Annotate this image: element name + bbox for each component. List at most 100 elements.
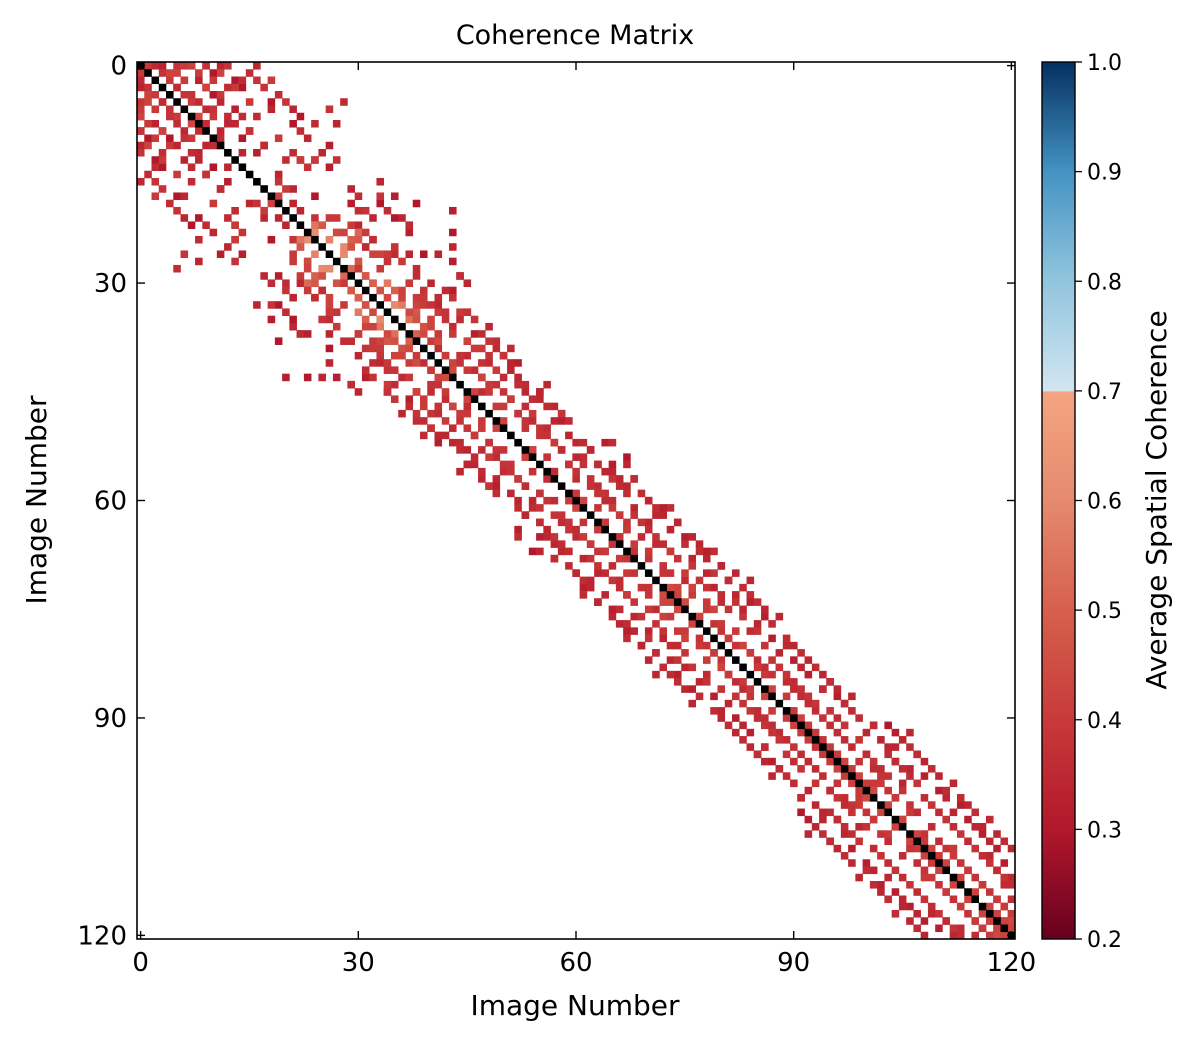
heatmap-cell <box>949 844 958 853</box>
heatmap-cell <box>449 330 457 338</box>
heatmap-cell <box>282 279 290 287</box>
heatmap-cell <box>514 409 522 418</box>
heatmap-cell <box>492 402 501 411</box>
heatmap-cell <box>761 605 769 614</box>
heatmap-cell <box>376 322 385 331</box>
heatmap-cell <box>151 134 160 143</box>
heatmap-cell <box>195 214 203 222</box>
heatmap-cell <box>695 612 704 621</box>
heatmap-cell <box>470 431 479 440</box>
heatmap-cell <box>840 772 849 780</box>
heatmap-cell <box>579 533 588 541</box>
heatmap-cell <box>361 243 370 251</box>
diagonal-cell <box>927 852 936 860</box>
heatmap-cell <box>456 272 464 280</box>
heatmap-cell <box>412 359 421 367</box>
heatmap-cell <box>325 315 334 324</box>
heatmap-cell <box>586 446 595 454</box>
heatmap-cell <box>557 547 566 556</box>
heatmap-cell <box>978 823 987 831</box>
heatmap-cell <box>376 264 385 273</box>
heatmap-cell <box>405 279 414 287</box>
heatmap-cell <box>615 583 624 592</box>
diagonal-cell <box>361 286 370 295</box>
heatmap-cell <box>565 496 573 505</box>
heatmap-cell <box>652 620 660 628</box>
heatmap-cell <box>195 112 203 121</box>
heatmap-cell <box>456 409 464 418</box>
diagonal-cell <box>797 721 805 730</box>
heatmap-cell <box>862 808 871 817</box>
heatmap-cell <box>666 641 675 650</box>
heatmap-cell <box>666 656 675 664</box>
heatmap-cell <box>260 272 268 280</box>
heatmap-cell <box>144 62 152 70</box>
heatmap-cell <box>405 373 414 382</box>
diagonal-cell <box>702 627 711 635</box>
heatmap-cell <box>790 757 798 766</box>
heatmap-cell <box>383 293 392 302</box>
heatmap-cell <box>158 62 167 70</box>
heatmap-cell <box>681 685 689 693</box>
heatmap-cell <box>536 424 544 432</box>
heatmap-cell <box>565 460 573 469</box>
heatmap-cell <box>419 402 428 411</box>
heatmap-cell <box>354 257 363 266</box>
heatmap-cell <box>398 293 406 302</box>
heatmap-cell <box>1007 917 1016 925</box>
heatmap-cell <box>920 757 929 766</box>
heatmap-cell <box>1000 917 1009 925</box>
diagonal-cell <box>390 315 399 324</box>
heatmap-cell <box>245 98 254 106</box>
heatmap-cell <box>332 228 341 237</box>
heatmap-cell <box>761 612 769 621</box>
heatmap-cell <box>623 569 631 577</box>
heatmap-cell <box>224 243 232 251</box>
heatmap-cell <box>492 482 501 490</box>
heatmap-cell <box>623 482 631 490</box>
heatmap-cell <box>797 808 805 817</box>
heatmap-cell <box>913 844 921 853</box>
heatmap-cell <box>869 815 878 824</box>
heatmap-cell <box>405 308 414 316</box>
heatmap-cell <box>790 779 798 788</box>
y-tick-label: 0 <box>110 52 127 82</box>
heatmap-cell <box>216 134 225 143</box>
heatmap-cell <box>195 98 203 106</box>
heatmap-cell <box>260 214 268 222</box>
heatmap-cell <box>361 272 370 280</box>
heatmap-cell <box>586 540 595 548</box>
heatmap-cell <box>485 337 493 345</box>
heatmap-cell <box>681 663 689 672</box>
diagonal-cell <box>746 670 755 679</box>
diagonal-cell <box>659 583 668 592</box>
diagonal-cell <box>173 98 181 106</box>
heatmap-cell <box>826 721 834 730</box>
heatmap-cell <box>869 765 878 773</box>
heatmap-cell <box>224 163 232 172</box>
heatmap-cell <box>927 823 936 831</box>
heatmap-cell <box>434 330 443 338</box>
heatmap-cell <box>906 801 914 809</box>
diagonal-cell <box>492 417 501 425</box>
heatmap-cell <box>761 757 769 766</box>
heatmap-cell <box>311 192 319 201</box>
heatmap-cell <box>521 380 530 389</box>
heatmap-cell <box>884 786 892 795</box>
heatmap-cell <box>898 852 907 860</box>
heatmap-cell <box>920 917 929 925</box>
heatmap-cell <box>623 525 631 534</box>
heatmap-cell <box>710 569 718 577</box>
heatmap-cell <box>499 467 508 476</box>
heatmap-cell <box>137 98 145 106</box>
diagonal-cell <box>608 533 617 541</box>
heatmap-cell <box>449 257 457 266</box>
heatmap-cell <box>753 714 762 722</box>
heatmap-cell <box>492 475 501 483</box>
heatmap-cell <box>594 504 602 512</box>
heatmap-cell <box>289 235 297 244</box>
heatmap-cell <box>993 931 1001 940</box>
diagonal-cell <box>398 322 406 331</box>
diagonal-cell <box>826 750 834 759</box>
heatmap-cell <box>478 373 486 382</box>
